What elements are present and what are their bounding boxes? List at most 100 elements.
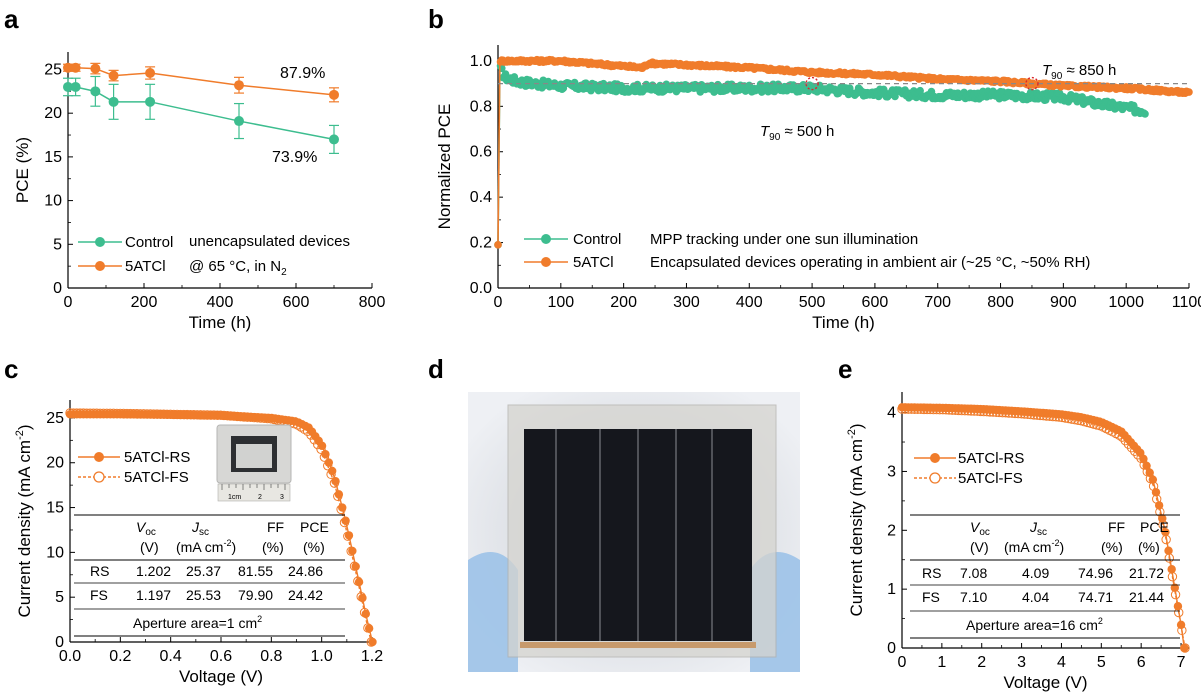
panel-b-t90-left: T90 ≈ 500 h — [760, 123, 834, 143]
point-a-1 — [108, 70, 119, 81]
point-e-fs — [1019, 409, 1030, 419]
point-c-fs — [205, 410, 216, 420]
a-x-axis-title: Time (h) — [189, 313, 252, 332]
point-e-fs — [919, 404, 929, 415]
b-x-tick-label: 200 — [610, 294, 637, 311]
point-c-fs — [102, 408, 112, 419]
panel-a-plot: 0 200 400 600 800 0 5 10 15 20 25 Time (h) PCE (%) — [13, 52, 385, 332]
point-e-fs — [1117, 432, 1127, 442]
point-c-fs — [122, 408, 132, 419]
point-c-fs — [316, 444, 326, 454]
point-e-fs — [1164, 553, 1174, 563]
point-c-fs — [189, 410, 199, 420]
c-row1-label: RS — [90, 563, 109, 579]
point-c-fs — [125, 408, 135, 419]
point-e-fs — [950, 405, 961, 415]
panel-c: 0.0 0.2 0.4 0.6 0.8 1.0 1.2 0 5 10 15 20 25 Voltage (… — [14, 400, 383, 686]
point-c-fs — [195, 410, 206, 420]
point-e-rs — [1180, 643, 1189, 653]
point-e-fs — [1041, 411, 1052, 421]
e-th-jsc: Jsc — [1029, 519, 1047, 538]
point-c-fs — [185, 409, 196, 420]
b-y-tick-label: 0.8 — [470, 98, 492, 115]
panel-letter-e: e — [838, 354, 852, 384]
point-a-0 — [108, 96, 119, 107]
e-y-tick-label: 0 — [887, 640, 896, 657]
point-e-fs — [906, 404, 917, 414]
point-a-1 — [63, 62, 73, 73]
point-e-rs — [1161, 527, 1170, 537]
point-c-fs — [175, 409, 186, 420]
c-row1-pce: 24.86 — [288, 563, 323, 579]
e-y-tick-label: 3 — [887, 463, 896, 480]
point-c-fs — [343, 531, 353, 541]
marker-t90-0 — [805, 76, 819, 91]
point-e-fs — [1126, 443, 1137, 453]
c-y-tick-label: 5 — [55, 589, 64, 606]
point-e-fs — [1133, 450, 1143, 460]
point-c-fs — [212, 410, 222, 420]
a-x-tick-label: 200 — [131, 294, 158, 311]
panel-letter-c: c — [4, 354, 18, 384]
e-x-tick-label: 7 — [1177, 654, 1186, 671]
point-e-fs — [1013, 408, 1024, 419]
panel-c-plot: 0.0 0.2 0.4 0.6 0.8 1.0 1.2 0 5 10 15 20 25 Voltage (… — [14, 400, 383, 686]
point-e-fs — [1152, 494, 1162, 504]
point-e-fs — [1155, 507, 1165, 517]
point-c-fs — [118, 408, 129, 419]
point-e-fs — [1114, 430, 1124, 440]
point-c-fs — [192, 410, 202, 420]
b-y-tick-label: 1.0 — [470, 53, 492, 70]
point-e-fs — [969, 406, 980, 416]
point-c-fs — [319, 452, 330, 462]
point-c-fs — [262, 413, 273, 424]
point-e-fs — [1023, 409, 1033, 420]
point-a-0 — [70, 81, 81, 92]
c-x-tick-label: 0.6 — [210, 648, 232, 665]
panel-a-annotation-bottom: 73.9% — [272, 149, 317, 166]
c-th-unit-v: (V) — [140, 539, 159, 555]
b-y-tick-label: 0.2 — [470, 235, 492, 252]
c-th-jsc: Jsc — [191, 519, 209, 538]
point-a-1 — [70, 62, 81, 73]
e-th-pce: PCE — [1140, 519, 1169, 535]
point-e-fs — [1048, 411, 1058, 422]
point-c-fs — [252, 413, 263, 423]
point-e-fs — [1167, 571, 1178, 582]
point-e-fs — [1148, 481, 1159, 491]
e-row1-label: RS — [922, 565, 941, 581]
c-row2-pce: 24.42 — [288, 587, 323, 603]
a-x-tick-label: 800 — [359, 294, 386, 311]
point-e-fs — [1026, 409, 1036, 420]
point-a-0 — [329, 134, 339, 145]
b-x-tick-label: 0 — [494, 294, 503, 311]
e-x-tick-label: 2 — [977, 654, 986, 671]
point-c-fs — [115, 408, 125, 419]
point-c-fs — [82, 408, 92, 418]
point-e-fs — [941, 405, 951, 415]
point-c-fs — [333, 491, 343, 501]
b-x-tick-label: 600 — [862, 294, 889, 311]
legend-a-5atcl: 5ATCl — [125, 258, 166, 275]
e-row1-pce: 21.72 — [1129, 565, 1164, 581]
c-y-tick-label: 10 — [46, 544, 64, 561]
point-e-fs — [1158, 520, 1168, 530]
a-y-axis-title: PCE (%) — [13, 137, 32, 203]
c-row2-label: FS — [90, 587, 108, 603]
a-y-tick-label: 10 — [44, 193, 62, 210]
point-c-fs — [71, 408, 82, 418]
point-a-1 — [329, 89, 339, 100]
e-row1-voc: 7.08 — [960, 565, 987, 581]
a-y-tick-label: 25 — [44, 61, 62, 78]
c-x-tick-label: 0.4 — [160, 648, 182, 665]
point-e-fs — [960, 405, 970, 416]
c-th-unit-pce: (%) — [303, 539, 325, 555]
point-e-fs — [916, 404, 926, 415]
point-e-fs — [991, 407, 1002, 417]
point-c-fs — [266, 414, 276, 424]
point-c-fs — [269, 414, 279, 425]
point-e-fs — [1001, 408, 1011, 418]
c-x-tick-label: 1.0 — [311, 648, 333, 665]
